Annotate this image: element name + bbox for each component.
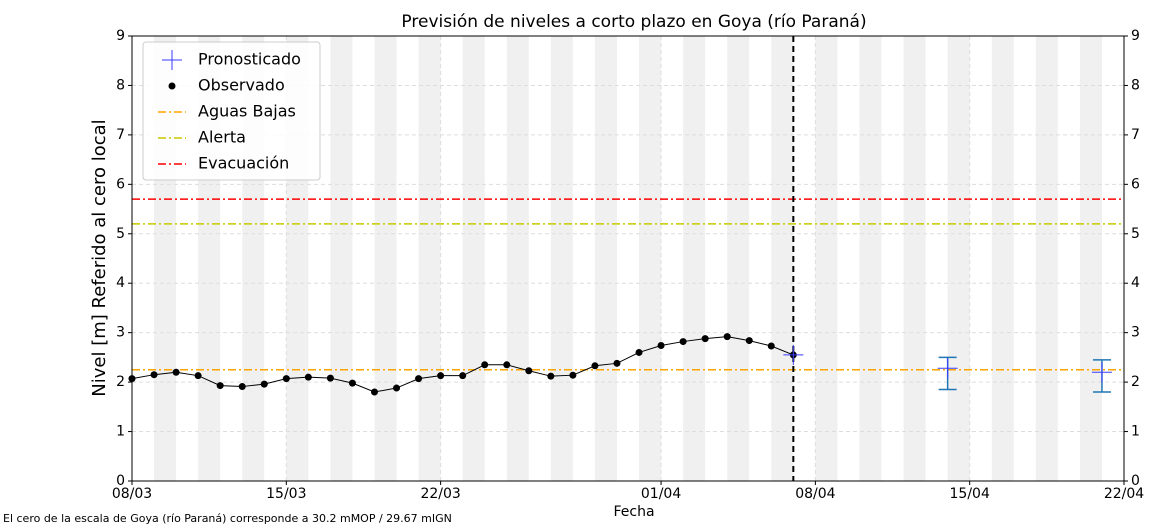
observed-point [459,372,467,380]
observed-point [613,359,621,367]
observed-point [304,373,312,381]
day-stripe [418,36,441,481]
observed-point [481,361,489,369]
legend-symbol [168,82,176,90]
x-tick-label: 22/04 [1104,486,1144,502]
day-stripe [727,36,750,481]
y2-tick-label: 7 [1131,127,1140,143]
day-stripe [330,36,353,481]
forecast-point [937,358,958,379]
observed-point [326,374,334,382]
footnote: El cero de la escala de Goya (río Paraná… [3,512,452,525]
day-stripe [771,36,794,481]
observed-point [370,388,378,396]
y2-tick-label: 8 [1131,77,1140,93]
day-stripe [947,36,970,481]
y-tick-label: 0 [116,473,125,489]
observed-point [282,375,290,383]
observed-point [723,333,731,341]
y-tick-label: 9 [116,28,125,44]
observed-point [767,342,775,350]
observed-point [701,335,709,343]
observed-point [348,379,356,387]
y-tick-label: 5 [116,226,125,242]
y2-tick-label: 2 [1131,374,1140,390]
legend-symbol [162,50,182,70]
observed-point [745,337,753,345]
legend-label: Observado [198,76,285,95]
observed-point [172,368,180,376]
observed-point [393,384,401,392]
y2-tick-label: 3 [1131,325,1140,341]
observed-point [216,382,224,390]
observed-point [547,372,555,380]
observed-point [591,362,599,370]
y-tick-label: 3 [116,325,125,341]
observed-point [569,371,577,379]
y-axis-label: Nivel [m] Referido al cero local [89,119,110,396]
observed-point [194,372,202,380]
y-tick-label: 8 [116,77,125,93]
observed-point [635,348,643,356]
x-tick-label: 01/04 [641,486,681,502]
observed-point [150,371,158,379]
day-stripe [683,36,706,481]
day-stripe [1079,36,1102,481]
day-stripe [550,36,573,481]
y-tick-label: 1 [116,424,125,440]
day-stripe [903,36,926,481]
observed-point [415,375,423,383]
observed-point [503,361,511,369]
forecast-point [783,344,804,365]
chart-title: Previsión de niveles a corto plazo en Go… [401,12,866,32]
legend-label: Evacuación [198,154,289,173]
y2-tick-label: 1 [1131,424,1140,440]
y2-tick-label: 9 [1131,28,1140,44]
x-tick-label: 15/04 [950,486,990,502]
x-tick-label: 22/03 [420,486,460,502]
day-stripe [991,36,1014,481]
plot-frame [131,35,1125,482]
day-stripe [1035,36,1058,481]
y2-tick-label: 6 [1131,176,1140,192]
observed-point [238,383,246,391]
observed-point [525,367,533,375]
day-stripe [815,36,838,481]
day-stripe [374,36,397,481]
x-tick-label: 08/03 [112,486,152,502]
y-tick-label: 2 [116,374,125,390]
legend-label: Aguas Bajas [198,102,296,121]
day-stripe [859,36,882,481]
legend-label: Pronosticado [198,50,301,69]
observed-point [260,380,268,388]
x-axis-label: Fecha [613,504,654,520]
x-tick-label: 08/04 [795,486,835,502]
y-tick-label: 6 [116,176,125,192]
x-tick-label: 15/03 [266,486,306,502]
observed-point [657,342,665,350]
observed-point [437,372,445,380]
legend-label: Alerta [198,128,246,147]
day-stripe [506,36,529,481]
y2-tick-label: 0 [1131,473,1140,489]
observed-point [679,338,687,346]
day-stripe [462,36,485,481]
legend-box [142,41,321,181]
day-stripe [639,36,662,481]
y-tick-label: 4 [116,275,125,291]
y2-tick-label: 5 [1131,226,1140,242]
y-tick-label: 7 [116,127,125,143]
day-stripe [594,36,617,481]
y2-tick-label: 4 [1131,275,1140,291]
forecast-point [1091,362,1112,383]
